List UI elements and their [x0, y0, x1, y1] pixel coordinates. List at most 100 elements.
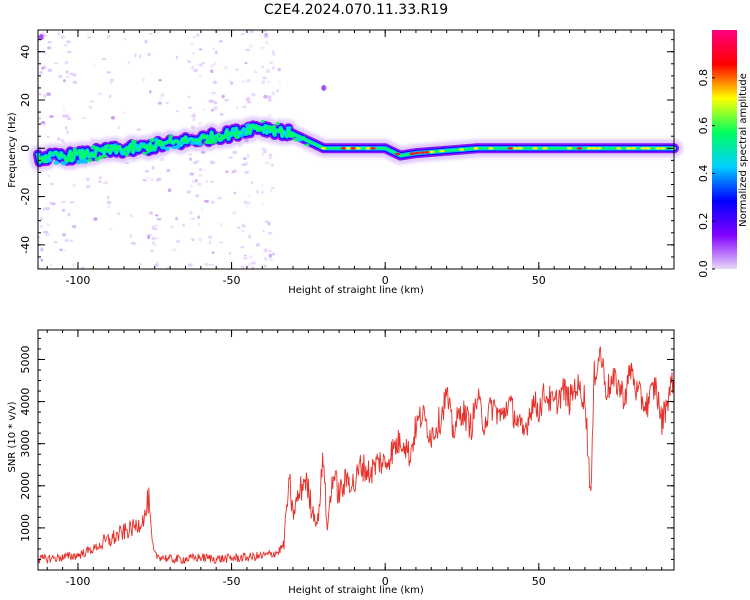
spectrogram-y-tick-label: -20 [19, 188, 32, 206]
noise-speck [241, 265, 245, 270]
colorbar-tick-label: 0.8 [697, 69, 710, 87]
noise-speck [241, 223, 246, 228]
noise-speck [88, 105, 93, 109]
noise-speck [152, 243, 157, 246]
noise-speck [262, 229, 265, 233]
ridge-core [429, 150, 435, 154]
noise-speck [221, 94, 225, 99]
noise-speck [187, 263, 193, 267]
noise-speck [62, 108, 66, 111]
noise-speck [243, 254, 247, 257]
noise-speck [110, 116, 115, 120]
noise-speck [127, 60, 131, 65]
spectrogram-y-ticks: -40 -20 0 20 40 [19, 39, 674, 270]
noise-speck [204, 262, 209, 266]
noise-speck [123, 37, 127, 41]
noise-speck [64, 238, 70, 243]
noise-blob [38, 34, 44, 41]
noise-speck [263, 94, 268, 99]
noise-speck [190, 41, 194, 46]
ridge-core [507, 147, 514, 150]
noise-speck [269, 189, 273, 193]
noise-speck [60, 35, 66, 39]
noise-speck [244, 161, 249, 166]
noise-speck [147, 235, 151, 240]
spectrogram-y-tick-label: 20 [19, 93, 32, 107]
noise-speck [175, 216, 179, 221]
noise-speck [198, 174, 203, 177]
noise-speck [49, 201, 53, 205]
ridge-speck [285, 126, 292, 130]
noise-speck [247, 194, 251, 198]
noise-speck [65, 40, 71, 44]
snr-y-tick-label: 2000 [19, 472, 32, 500]
noise-speck [42, 207, 46, 211]
noise-speck [235, 68, 239, 72]
noise-speck [109, 78, 114, 82]
noise-speck [246, 78, 251, 83]
noise-speck [197, 121, 202, 125]
noise-speck [270, 163, 274, 167]
noise-speck [261, 202, 264, 206]
noise-speck [92, 63, 96, 68]
ridge-speck [131, 139, 137, 145]
noise-speck [42, 34, 48, 38]
noise-speck [209, 99, 214, 103]
ridge-speck [230, 128, 237, 133]
ridge-core [542, 147, 548, 150]
noise-speck [197, 222, 201, 227]
noise-speck [103, 181, 109, 185]
noise-speck [217, 196, 223, 200]
noise-speck [244, 171, 250, 174]
noise-speck [98, 180, 102, 183]
noise-speck [47, 40, 53, 44]
ridge-core [414, 151, 420, 155]
noise-speck [151, 236, 156, 241]
noise-speck [192, 117, 196, 122]
noise-speck [147, 52, 151, 57]
noise-speck [65, 70, 69, 74]
noise-speck [219, 112, 224, 117]
noise-speck [47, 174, 50, 177]
noise-speck [268, 249, 272, 253]
noise-speck [246, 154, 250, 159]
noise-speck [189, 185, 194, 188]
noise-speck [262, 30, 267, 33]
noise-speck [231, 170, 235, 174]
ridge-core [355, 147, 362, 150]
noise-speck [200, 208, 204, 212]
noise-speck [248, 255, 254, 259]
ridge-core [645, 147, 651, 150]
noise-speck [67, 212, 71, 217]
noise-speck [268, 98, 271, 102]
noise-speck [42, 123, 47, 127]
noise-speck [157, 101, 162, 106]
noise-speck [200, 150, 206, 154]
noise-speck [210, 69, 214, 73]
ridge-core [370, 147, 376, 150]
ridge-speck [53, 160, 60, 165]
noise-speck [165, 101, 169, 105]
noise-speck [198, 168, 203, 171]
noise-speck [213, 100, 218, 105]
noise-speck [245, 97, 251, 102]
ridge-core [488, 147, 494, 150]
noise-speck [45, 206, 50, 211]
noise-speck [56, 137, 60, 141]
spectrogram-panel: -100 -50 0 50 -40 -20 0 20 40 Height of straigh… [7, 29, 683, 296]
noise-speck [241, 229, 245, 233]
noise-speck [136, 128, 142, 131]
noise-speck [208, 240, 212, 245]
noise-speck [116, 212, 121, 216]
noise-speck [69, 72, 74, 76]
ridge-speck [208, 140, 214, 145]
noise-speck [271, 66, 275, 70]
ridge-core [640, 147, 647, 150]
snr-y-tick-label: 3000 [19, 430, 32, 458]
noise-speck [240, 245, 245, 249]
ridge-speck [201, 135, 207, 140]
noise-speck [241, 163, 246, 167]
noise-speck [191, 180, 196, 184]
ridge-speck [113, 143, 118, 147]
spectrogram-x-tick-label: -100 [65, 274, 90, 287]
